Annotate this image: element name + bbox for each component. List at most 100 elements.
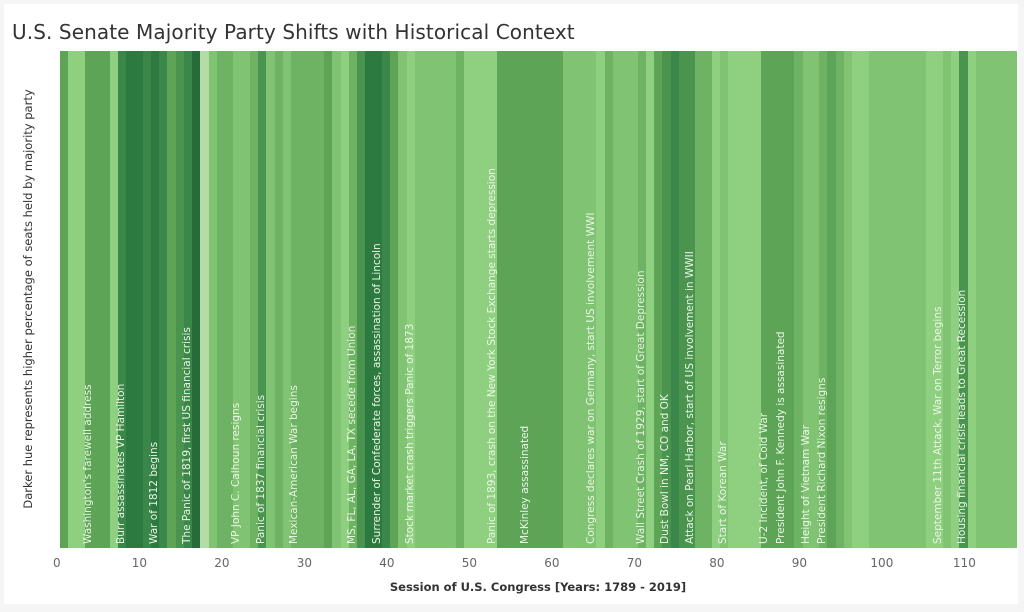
session-stripe[interactable]: MS, FL, AL, GA, LA, TX secede from Union: [346, 51, 358, 548]
session-stripe[interactable]: [1008, 51, 1017, 548]
session-stripe[interactable]: [307, 51, 316, 548]
session-stripe[interactable]: [60, 51, 69, 548]
session-stripe[interactable]: Housing financial crisis leads to Great …: [956, 51, 968, 548]
session-stripe[interactable]: [992, 51, 1001, 548]
session-stripe[interactable]: [216, 51, 225, 548]
session-stripe[interactable]: [447, 51, 456, 548]
session-stripe[interactable]: Wall Street Crash of 1929, start of Grea…: [635, 51, 647, 548]
session-stripe[interactable]: [456, 51, 465, 548]
session-stripe[interactable]: [893, 51, 902, 548]
session-stripe[interactable]: [835, 51, 844, 548]
session-stripe[interactable]: [167, 51, 176, 548]
session-stripe[interactable]: [736, 51, 745, 548]
session-stripe[interactable]: President Richard Nixon resigns: [816, 51, 828, 548]
session-stripe[interactable]: [670, 51, 679, 548]
session-stripe[interactable]: [282, 51, 291, 548]
session-stripe[interactable]: Start of Korean War: [717, 51, 729, 548]
session-stripe[interactable]: VP John C. Calhoun resigns: [230, 51, 242, 548]
session-stripe[interactable]: [596, 51, 605, 548]
session-stripe[interactable]: [1000, 51, 1009, 548]
session-stripe[interactable]: War of 1812 begins: [148, 51, 160, 548]
session-stripe[interactable]: Stock market crash triggers Panic of 187…: [404, 51, 416, 548]
session-stripe[interactable]: [299, 51, 308, 548]
session-stripe[interactable]: [480, 51, 489, 548]
session-stripe[interactable]: [513, 51, 522, 548]
session-stripe[interactable]: [274, 51, 283, 548]
session-stripe[interactable]: [695, 51, 704, 548]
session-stripe[interactable]: [843, 51, 852, 548]
session-stripe[interactable]: [678, 51, 687, 548]
session-stripe[interactable]: [340, 51, 349, 548]
session-stripe[interactable]: U-2 Incident, of Cold War: [758, 51, 770, 548]
session-stripe[interactable]: [703, 51, 712, 548]
session-stripe[interactable]: Height of Vietnam War: [800, 51, 812, 548]
session-stripe[interactable]: Panic of 1837 financial crisis: [255, 51, 267, 548]
session-stripe[interactable]: [126, 51, 135, 548]
session-stripe[interactable]: Burr assassinates VP Hamilton: [115, 51, 127, 548]
session-stripe[interactable]: [225, 51, 234, 548]
session-stripe[interactable]: [439, 51, 448, 548]
session-stripe[interactable]: [142, 51, 151, 548]
session-stripe[interactable]: [942, 51, 951, 548]
session-stripe[interactable]: McKinley assassinated: [519, 51, 531, 548]
session-stripe[interactable]: [266, 51, 275, 548]
session-stripe[interactable]: [497, 51, 506, 548]
session-stripe[interactable]: President John F. Kennedy is assasinated: [775, 51, 787, 548]
session-stripe[interactable]: [885, 51, 894, 548]
session-stripe[interactable]: [472, 51, 481, 548]
session-stripe[interactable]: [753, 51, 762, 548]
session-stripe[interactable]: [786, 51, 795, 548]
session-stripe[interactable]: [175, 51, 184, 548]
session-stripe[interactable]: [538, 51, 547, 548]
session-stripe[interactable]: [571, 51, 580, 548]
session-stripe[interactable]: [744, 51, 753, 548]
session-stripe[interactable]: [951, 51, 960, 548]
session-stripe[interactable]: [76, 51, 85, 548]
session-stripe[interactable]: The Panic of 1819, first US financial cr…: [181, 51, 193, 548]
session-stripe[interactable]: [241, 51, 250, 548]
session-stripe[interactable]: [423, 51, 432, 548]
session-stripe[interactable]: [68, 51, 77, 548]
session-stripe[interactable]: [909, 51, 918, 548]
session-stripe[interactable]: [901, 51, 910, 548]
session-stripe[interactable]: [868, 51, 877, 548]
session-stripe[interactable]: [332, 51, 341, 548]
session-stripe[interactable]: [357, 51, 366, 548]
session-stripe[interactable]: [530, 51, 539, 548]
session-stripe[interactable]: [563, 51, 572, 548]
session-stripe[interactable]: [431, 51, 440, 548]
session-stripe[interactable]: [546, 51, 555, 548]
session-stripe[interactable]: [621, 51, 630, 548]
session-stripe[interactable]: [711, 51, 720, 548]
session-stripe[interactable]: [398, 51, 407, 548]
session-stripe[interactable]: [109, 51, 118, 548]
session-stripe[interactable]: [852, 51, 861, 548]
session-stripe[interactable]: Surrender of Confederate forces, assassi…: [371, 51, 383, 548]
session-stripe[interactable]: [654, 51, 663, 548]
session-stripe[interactable]: [192, 51, 201, 548]
session-stripe[interactable]: [101, 51, 110, 548]
session-stripe[interactable]: [984, 51, 993, 548]
session-stripe[interactable]: Panic of 1893, crash on the New York Sto…: [486, 51, 498, 548]
session-stripe[interactable]: Washington's farewell address: [82, 51, 94, 548]
session-stripe[interactable]: [860, 51, 869, 548]
session-stripe[interactable]: [926, 51, 935, 548]
session-stripe[interactable]: [769, 51, 778, 548]
session-stripe[interactable]: [579, 51, 588, 548]
session-stripe[interactable]: Attack on Pearl Harbor, start of US invo…: [684, 51, 696, 548]
session-stripe[interactable]: [975, 51, 984, 548]
session-stripe[interactable]: [918, 51, 927, 548]
session-stripe[interactable]: [208, 51, 217, 548]
session-stripe[interactable]: [464, 51, 473, 548]
session-stripe[interactable]: [249, 51, 258, 548]
session-stripe[interactable]: [876, 51, 885, 548]
session-stripe[interactable]: [390, 51, 399, 548]
session-stripe[interactable]: [967, 51, 976, 548]
session-stripe[interactable]: Congress declares war on Germany, start …: [585, 51, 597, 548]
session-stripe[interactable]: [134, 51, 143, 548]
session-stripe[interactable]: Dust Bowl in NM, CO and OK: [659, 51, 671, 548]
session-stripe[interactable]: [555, 51, 564, 548]
session-stripe[interactable]: [612, 51, 621, 548]
session-stripe[interactable]: [381, 51, 390, 548]
session-stripe[interactable]: [159, 51, 168, 548]
